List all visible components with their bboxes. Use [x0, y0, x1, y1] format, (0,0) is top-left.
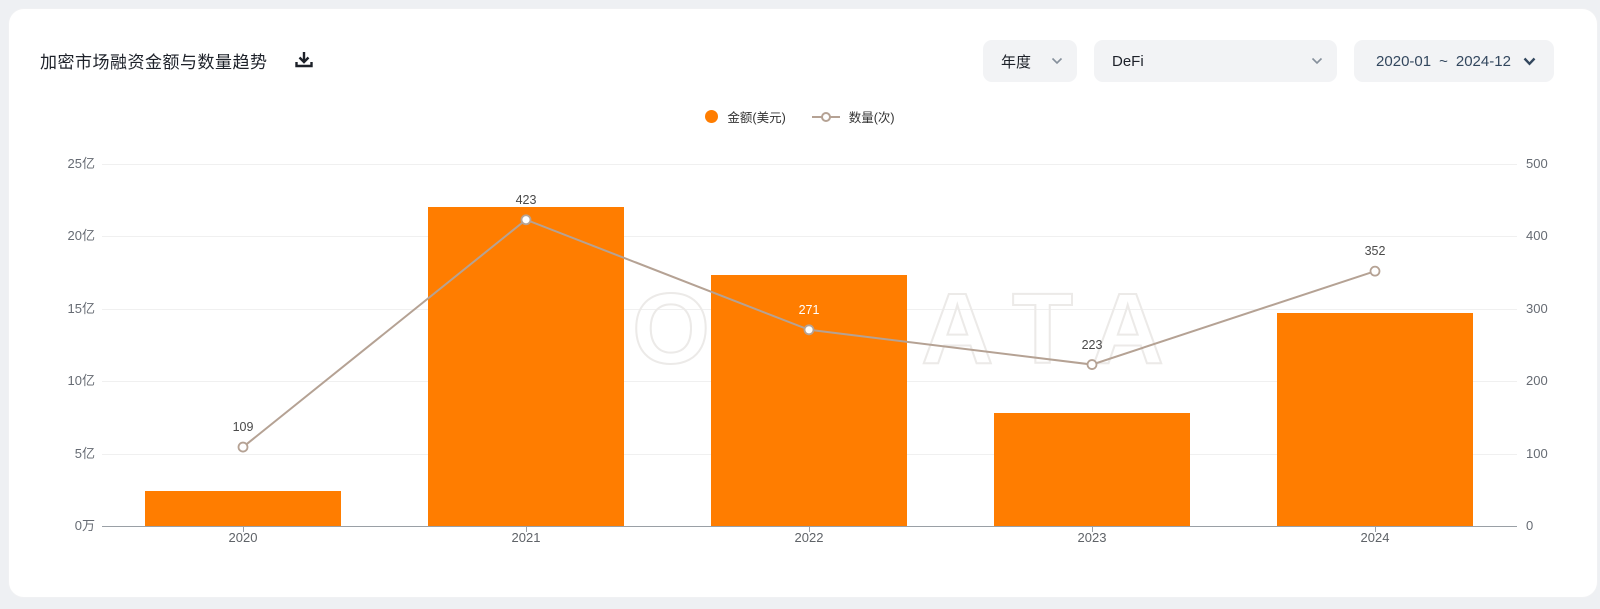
x-axis-tick	[526, 527, 527, 532]
x-axis-tick	[243, 527, 244, 532]
bar-2024[interactable]	[1277, 313, 1473, 526]
date-range-end: 2024-12	[1455, 52, 1511, 70]
legend-item-amount[interactable]: 金额(美元)	[705, 107, 786, 126]
data-point-label: 271	[798, 302, 820, 317]
data-point-label: 352	[1364, 244, 1386, 259]
category-dropdown-value: DeFi	[1112, 52, 1144, 70]
y-axis-label-right: 400	[1526, 228, 1548, 244]
data-point-label: 109	[232, 420, 254, 435]
bar-2023[interactable]	[994, 413, 1190, 526]
amount-series-marker-icon	[705, 110, 719, 123]
data-point-label: 223	[1081, 337, 1103, 352]
bar-2022[interactable]	[711, 275, 907, 526]
y-axis-label-left: 15亿	[67, 300, 95, 316]
x-axis-label: 2021	[511, 530, 541, 545]
y-axis-label-right: 500	[1526, 156, 1548, 171]
bar-2021[interactable]	[428, 207, 624, 526]
grid-line	[101, 164, 1517, 165]
period-dropdown-value: 年度	[1001, 53, 1032, 71]
chevron-down-icon	[1051, 57, 1063, 65]
data-point-marker[interactable]	[803, 324, 815, 336]
data-point-marker[interactable]	[1369, 265, 1381, 277]
y-axis-label-right: 200	[1526, 373, 1548, 389]
x-axis-tick	[1375, 527, 1376, 532]
data-point-label: 423	[515, 192, 537, 207]
legend-label: 数量(次)	[848, 111, 895, 125]
x-axis-label: 2020	[228, 530, 258, 545]
chart-legend: 金额(美元) 数量(次)	[0, 107, 1600, 126]
y-axis-label-left: 10亿	[67, 373, 95, 389]
date-range-separator: ~	[1439, 52, 1448, 70]
date-range-picker[interactable]: 2020-01 ~ 2024-12	[1354, 40, 1554, 82]
page-title: 加密市场融资金额与数量趋势	[40, 53, 268, 72]
chevron-down-icon	[1311, 57, 1323, 65]
y-axis-label-right: 300	[1526, 300, 1548, 316]
bar-2020[interactable]	[145, 491, 341, 526]
legend-item-count[interactable]: 数量(次)	[811, 107, 895, 126]
data-point-marker[interactable]	[520, 214, 532, 226]
count-series-marker-icon	[811, 111, 840, 122]
download-button[interactable]	[293, 49, 315, 71]
y-axis-label-left: 20亿	[67, 228, 95, 244]
y-axis-label-right: 100	[1526, 445, 1548, 461]
x-axis-tick	[1092, 527, 1093, 532]
data-point-marker[interactable]	[237, 441, 249, 453]
y-axis-label-left: 5亿	[74, 445, 95, 461]
x-axis-label: 2024	[1360, 530, 1390, 545]
x-axis-tick	[809, 527, 810, 532]
x-axis-label: 2023	[1077, 530, 1107, 545]
period-dropdown[interactable]: 年度	[983, 40, 1077, 82]
x-axis-line	[101, 526, 1517, 527]
filter-bar: 年度 DeFi 2020-01 ~ 2024-12	[983, 40, 1554, 82]
legend-label: 金额(美元)	[727, 111, 786, 125]
y-axis-label-left: 25亿	[67, 156, 95, 171]
download-icon	[295, 52, 313, 68]
chevron-down-icon	[1523, 57, 1536, 66]
data-point-marker[interactable]	[1086, 359, 1098, 370]
x-axis-label: 2022	[794, 530, 824, 545]
category-dropdown[interactable]: DeFi	[1094, 40, 1337, 82]
grid-line	[101, 236, 1517, 238]
y-axis-label-left: 0万	[74, 518, 95, 533]
y-axis-label-right: 0	[1526, 518, 1534, 533]
date-range-start: 2020-01	[1376, 52, 1432, 70]
